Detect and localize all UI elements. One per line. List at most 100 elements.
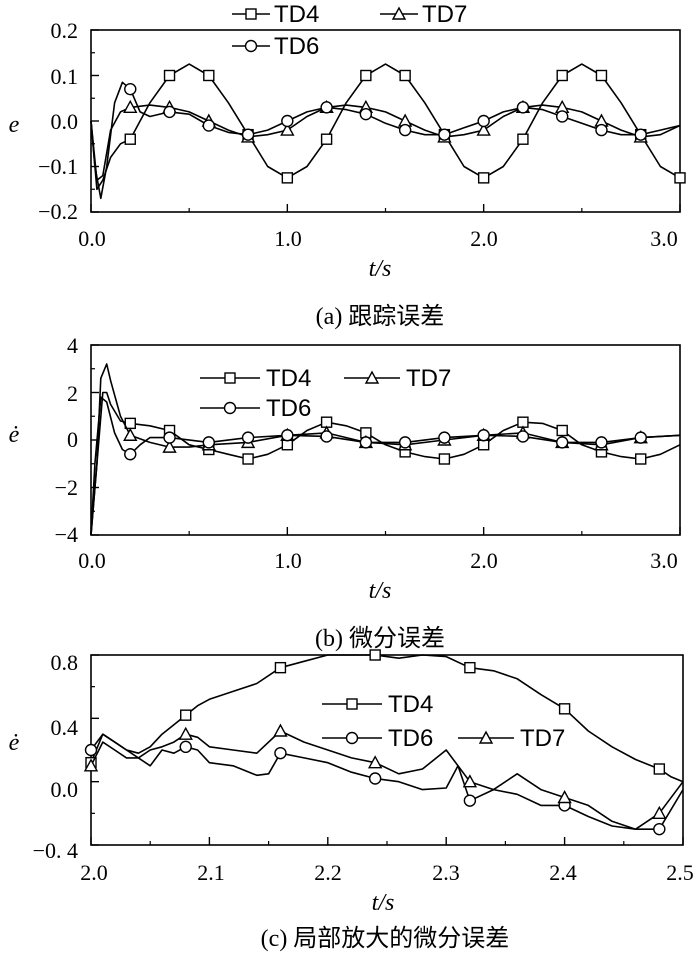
panel-c-series-td6-marker-3 <box>368 772 382 785</box>
panel-b-legend-td6: TD6 <box>266 395 311 422</box>
panel-b-ytick-1: 2 <box>67 381 78 406</box>
panel-a-series-td6-marker-0 <box>124 82 137 96</box>
panel-a-ylabel: e <box>9 112 20 138</box>
panel-b-series-td6-marker-7 <box>398 436 412 449</box>
panel-b: 4 2 0 −2 −4 0.0 1.0 2.0 3.0 t/s ė TD4 TD… <box>9 333 681 652</box>
panel-a-legend-td4: TD4 <box>274 1 319 28</box>
panel-c-series-td7-marker-4 <box>462 774 478 788</box>
panel-a-xtick-1: 1.0 <box>274 226 302 251</box>
panel-a-series-td6-marker-5 <box>320 101 333 114</box>
panel-c-series <box>83 649 684 836</box>
panel-a-series-td7-line <box>90 104 681 181</box>
panel-c-xtick-2: 2.2 <box>314 860 342 885</box>
panel-c-series-td4-marker-3 <box>369 649 381 661</box>
panel-c-xtick-5: 2.5 <box>666 860 694 885</box>
panel-a-series-td4-marker-1 <box>163 69 176 82</box>
panel-a-xtick-2: 2.0 <box>470 226 498 251</box>
panel-c-series-td7-marker-2 <box>273 723 288 737</box>
panel-b-series-td6-marker-2 <box>202 436 216 449</box>
panel-b-series-td6-marker-9 <box>477 429 490 442</box>
panel-a-series-td4-marker-14 <box>674 172 686 184</box>
panel-c-xtick-4: 2.4 <box>549 860 577 885</box>
panel-a-series-td6-marker-4 <box>281 114 294 128</box>
panel-b-series-td4-marker-3 <box>242 453 254 465</box>
panel-a-ytick-1: 0.1 <box>51 64 79 89</box>
panel-c-legend: TD4 TD6 TD7 <box>322 691 565 752</box>
panel-b-series-td6-marker-12 <box>595 436 608 449</box>
panel-c-series-td6-marker-0 <box>84 743 98 757</box>
panel-c-series-td4-marker-5 <box>558 703 571 715</box>
panel-a-series-td6-marker-11 <box>556 110 569 123</box>
panel-c-caption: (c) 局部放大的微分误差 <box>261 925 510 952</box>
panel-b-series-td6-marker-5 <box>320 430 333 443</box>
panel-c-legend-td7: TD7 <box>520 725 565 752</box>
panel-b-series-td7-marker-1 <box>162 439 177 453</box>
panel-a-series-td4-marker-10 <box>517 133 529 145</box>
panel-a-series-td4-marker-9 <box>477 172 490 184</box>
panel-b-ytick-0: 4 <box>67 333 78 358</box>
panel-c-legend-td4: TD4 <box>388 691 433 718</box>
panel-b-series-td6-marker-4 <box>281 429 294 442</box>
panel-b-series-td6-marker-1 <box>163 431 176 444</box>
panel-c-series-td7-marker-1 <box>178 726 193 740</box>
panel-a-legend-td6: TD6 <box>274 33 319 60</box>
panel-a-series <box>90 63 686 200</box>
panel-b-series-td4-marker-11 <box>556 424 568 437</box>
panel-a-ticks <box>90 29 681 213</box>
panel-a-series-td4-marker-6 <box>360 69 372 82</box>
panel-b-series-td4-line <box>90 391 681 536</box>
panel-a-caption: (a) 跟踪误差 <box>316 303 445 330</box>
panel-b-xtick-1: 1.0 <box>274 548 302 573</box>
panel-b-series-td6-marker-11 <box>556 436 569 449</box>
panel-b-series-td6-marker-13 <box>634 431 647 444</box>
panel-b-xtick-3: 3.0 <box>650 548 678 573</box>
panel-b-xtick-2: 2.0 <box>470 548 498 573</box>
panel-c-series-td4-marker-6 <box>653 763 666 775</box>
panel-b-series-td6-marker-8 <box>438 431 451 444</box>
panel-c-series-td4-marker-1 <box>180 709 192 721</box>
panel-a-series-td7-marker-9 <box>476 122 491 136</box>
panel-b-frame <box>90 344 681 536</box>
panel-a-series-td4-marker-11 <box>556 69 568 82</box>
panel-a-xlabel: t/s <box>369 256 392 282</box>
panel-c-xtick-3: 2.3 <box>432 860 460 885</box>
panel-a-xtick-3: 3.0 <box>650 226 678 251</box>
panel-a-series-td6-marker-2 <box>202 119 216 132</box>
panel-c-ytick-0: 0.8 <box>51 650 79 675</box>
panel-c-ylabel: ė <box>9 730 20 756</box>
panel-b-xtick-0: 0.0 <box>78 548 106 573</box>
panel-b-caption: (b) 微分误差 <box>315 625 445 652</box>
panel-c-series-td7-marker-5 <box>557 790 572 804</box>
panel-c: 0.8 0.4 0.0 −0. 4 2.0 2.1 2.2 2.3 2.4 2.… <box>9 649 694 952</box>
panel-b-ytick-3: −2 <box>55 475 78 500</box>
panel-c-ytick-1: 0.4 <box>51 715 79 740</box>
panel-b-legend-td4: TD4 <box>266 365 311 392</box>
panel-c-series-td7-marker-6 <box>652 805 667 820</box>
panel-a-series-td6-marker-13 <box>634 128 647 141</box>
panel-a-series-td6-marker-9 <box>477 114 490 128</box>
panel-b-xlabel: t/s <box>369 578 392 604</box>
panel-c-xtick-1: 2.1 <box>197 860 225 885</box>
panel-a-series-td7-marker-4 <box>280 122 295 136</box>
panel-a-series-td4-line <box>90 63 681 191</box>
panel-a-ytick-4: −0.2 <box>38 199 78 224</box>
panel-a-series-td6-marker-1 <box>163 105 176 119</box>
panel-a-legend-td7: TD7 <box>422 1 467 28</box>
panel-b-series-td7-line <box>90 363 681 536</box>
panel-c-series-td6-marker-4 <box>463 794 477 807</box>
panel-c-series-td4-marker-4 <box>464 661 476 674</box>
panel-a-series-td4-marker-4 <box>281 172 294 184</box>
panel-a-series-td6-line <box>90 81 681 200</box>
panel-c-ytick-3: −0. 4 <box>33 838 78 863</box>
panel-c-ticks <box>90 654 684 846</box>
panel-c-xtick-0: 2.0 <box>80 860 108 885</box>
panel-a-series-td6-marker-7 <box>398 123 412 137</box>
panel-b-series-td6-marker-0 <box>124 448 137 461</box>
panel-b-legend-td7: TD7 <box>406 365 451 392</box>
panel-c-ytick-2: 0.0 <box>51 777 79 802</box>
panel-a-series-td6-marker-10 <box>516 101 530 114</box>
panel-b-ytick-4: −4 <box>55 522 78 547</box>
panel-a-series-td4-marker-5 <box>320 133 333 145</box>
panel-c-series-td7-marker-0 <box>83 758 99 772</box>
